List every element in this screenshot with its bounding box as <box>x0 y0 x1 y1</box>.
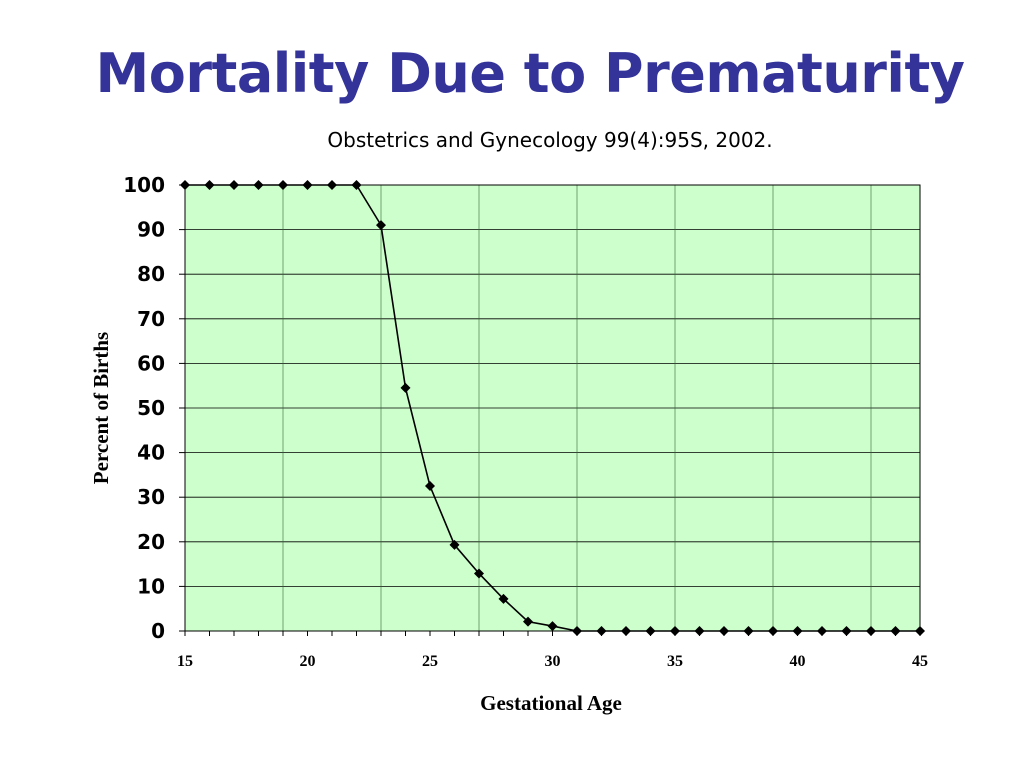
x-tick-label: 25 <box>422 653 438 670</box>
data-point <box>180 180 190 190</box>
data-points <box>180 180 925 636</box>
x-tick-label: 15 <box>177 653 193 670</box>
data-point <box>204 180 215 190</box>
data-point <box>596 626 607 636</box>
data-point <box>719 626 729 636</box>
data-point <box>523 616 533 627</box>
data-point <box>400 382 411 393</box>
data-point <box>449 539 460 550</box>
data-point <box>474 568 484 579</box>
data-point <box>253 180 264 190</box>
data-point <box>425 481 435 492</box>
gridlines <box>184 184 920 632</box>
y-tick-label: 20 <box>137 530 165 554</box>
y-tick-label: 40 <box>137 441 165 465</box>
slide-subtitle: Obstetrics and Gynecology 99(4):95S, 200… <box>327 128 773 152</box>
data-point <box>694 626 705 636</box>
data-point <box>890 626 901 636</box>
x-tick-label: 30 <box>545 653 561 670</box>
y-tick-label: 60 <box>137 351 165 375</box>
x-tick-label: 45 <box>912 653 928 670</box>
x-tick-labels: 15 20 25 30 35 40 45 <box>177 653 928 670</box>
data-point <box>841 626 852 636</box>
y-tick-label: 0 <box>151 619 165 643</box>
y-tick-label: 50 <box>137 396 165 420</box>
data-point <box>498 593 509 604</box>
data-point <box>621 626 631 636</box>
data-point <box>743 626 754 636</box>
y-tick-label: 10 <box>137 574 165 598</box>
slide-title: Mortality Due to Prematurity <box>95 42 965 105</box>
data-point <box>302 180 313 190</box>
data-point <box>327 180 337 190</box>
y-tick-label: 80 <box>137 262 165 286</box>
data-point <box>351 180 362 190</box>
y-tick-label: 70 <box>137 307 165 331</box>
x-axis-label: Gestational Age <box>480 691 622 715</box>
data-point <box>376 220 386 231</box>
data-point <box>229 180 239 190</box>
y-axis-label: Percent of Births <box>89 332 113 484</box>
y-tick-labels: 0 10 20 30 40 50 60 70 80 90 100 <box>123 173 165 643</box>
data-point <box>547 621 558 632</box>
x-tick-label: 40 <box>790 653 806 670</box>
data-point <box>866 626 876 636</box>
data-point <box>645 626 656 636</box>
y-tick-label: 90 <box>137 218 165 242</box>
data-point <box>817 626 827 636</box>
data-point <box>670 626 680 636</box>
data-point <box>792 626 803 636</box>
y-tick-label: 30 <box>137 485 165 509</box>
x-tick-label: 20 <box>300 653 316 670</box>
y-tick-label: 100 <box>123 173 165 197</box>
data-point <box>572 626 582 636</box>
data-point <box>915 626 925 636</box>
x-tick-label: 35 <box>667 653 683 670</box>
data-point <box>768 626 778 636</box>
data-point <box>278 180 288 190</box>
